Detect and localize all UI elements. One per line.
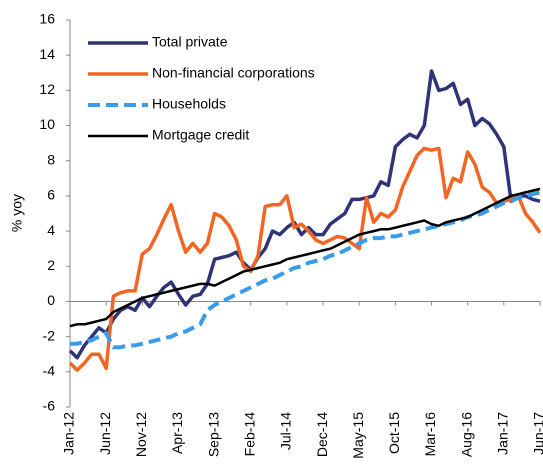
- x-tick-label: Jun-12: [97, 412, 113, 455]
- y-tick-label: -2: [43, 327, 56, 343]
- y-tick-label: 2: [47, 257, 55, 273]
- y-tick-label: -6: [43, 398, 56, 414]
- legend-label: Non-financial corporations: [152, 65, 315, 81]
- x-tick-label: Oct-15: [386, 412, 402, 454]
- series-line: [69, 187, 541, 328]
- y-axis-label: % yoy: [9, 194, 25, 232]
- x-tick-label: Feb-14: [241, 412, 257, 457]
- y-tick-label: 0: [47, 292, 55, 308]
- series-line: [70, 190, 541, 350]
- legend-label: Households: [152, 96, 226, 112]
- x-tick-label: Nov-12: [133, 412, 149, 457]
- x-tick-label: Jun-17: [531, 412, 543, 455]
- y-tick-label: 12: [39, 81, 55, 97]
- x-tick-label: Jan-12: [61, 412, 77, 455]
- legend-label: Total private: [152, 34, 228, 50]
- series-line: [68, 146, 542, 372]
- x-tick-label: Mar-16: [422, 412, 438, 457]
- y-tick-label: 16: [39, 11, 55, 27]
- y-tick-label: -4: [43, 363, 56, 379]
- x-tick-label: Aug-16: [458, 412, 474, 457]
- y-tick-label: 10: [39, 116, 55, 132]
- series-line: [68, 69, 541, 360]
- y-tick-label: 14: [39, 46, 55, 62]
- x-tick-label: Jul-14: [278, 412, 294, 450]
- legend-label: Mortgage credit: [152, 127, 249, 143]
- y-tick-label: 8: [47, 151, 55, 167]
- x-tick-label: Apr-13: [169, 412, 185, 454]
- x-tick-label: Sep-13: [205, 412, 221, 457]
- y-tick-label: 4: [47, 222, 55, 238]
- x-tick-label: Dec-14: [314, 412, 330, 457]
- x-tick-label: May-15: [350, 412, 366, 459]
- y-tick-label: 6: [47, 187, 55, 203]
- x-tick-label: Jan-17: [495, 412, 511, 455]
